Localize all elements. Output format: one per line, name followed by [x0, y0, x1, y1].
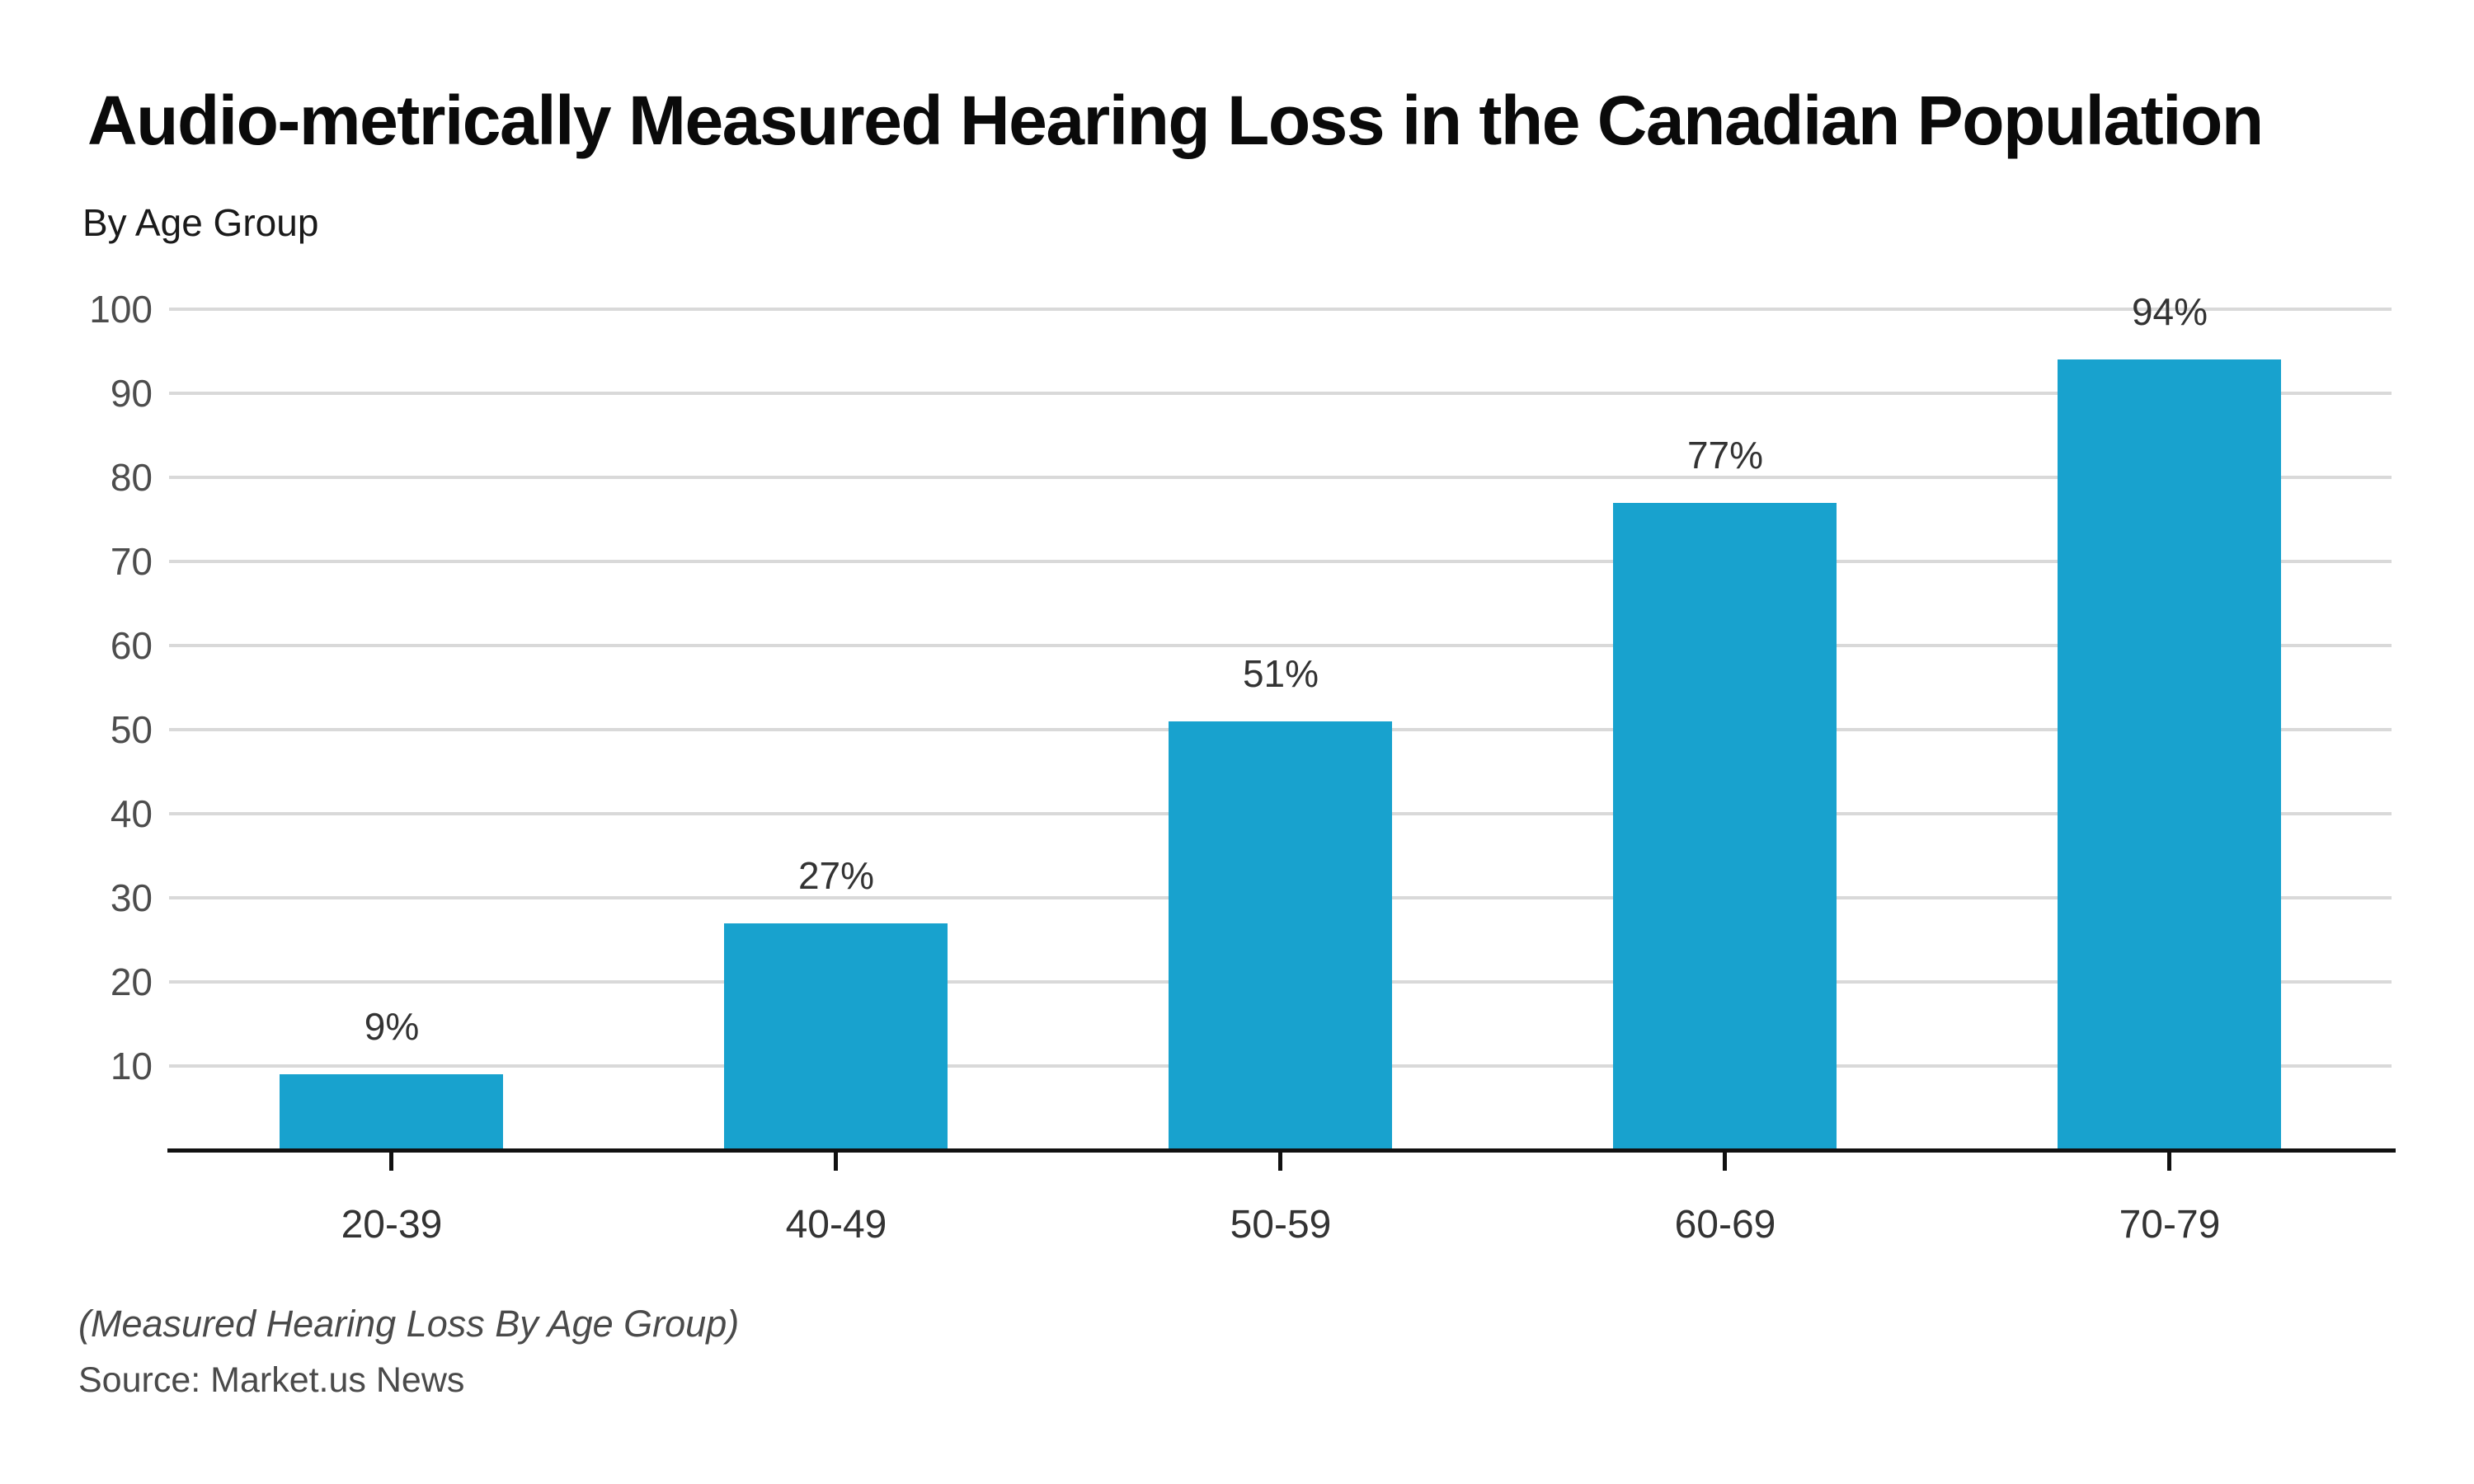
- x-tick-label: 20-39: [341, 1203, 443, 1247]
- bar-value-label: 51%: [1242, 652, 1319, 695]
- y-tick-label: 50: [110, 708, 153, 751]
- x-tick-label: 40-49: [785, 1203, 887, 1247]
- x-axis-tick: [389, 1153, 393, 1171]
- x-axis-tick: [1278, 1153, 1282, 1171]
- gridline: [169, 644, 2392, 647]
- bar-value-label: 9%: [364, 1005, 420, 1048]
- x-axis-tick: [834, 1153, 838, 1171]
- bar: [2058, 359, 2281, 1150]
- y-tick-label: 10: [110, 1045, 153, 1087]
- bar: [1169, 721, 1392, 1150]
- chart-subtitle: By Age Group: [82, 201, 319, 244]
- bar-value-label: 77%: [1686, 434, 1764, 477]
- y-tick-label: 100: [89, 288, 153, 331]
- chart-footnote: (Measured Hearing Loss By Age Group): [78, 1303, 740, 1345]
- bar-value-label: 27%: [797, 854, 875, 897]
- bar: [1613, 503, 1837, 1150]
- bar: [724, 923, 948, 1150]
- x-axis-tick: [1723, 1153, 1727, 1171]
- source-credit: Source: Market.us News: [78, 1360, 465, 1400]
- bar-value-label: 94%: [2131, 290, 2208, 333]
- x-axis-tick: [2167, 1153, 2171, 1171]
- y-tick-label: 60: [110, 624, 153, 667]
- x-tick-label: 70-79: [2119, 1203, 2221, 1247]
- x-axis-line: [167, 1148, 2396, 1153]
- y-tick-label: 80: [110, 456, 153, 499]
- y-tick-label: 30: [110, 876, 153, 919]
- gridline: [169, 476, 2392, 479]
- y-tick-label: 70: [110, 540, 153, 583]
- y-tick-label: 90: [110, 372, 153, 415]
- gridline: [169, 392, 2392, 395]
- x-tick-label: 60-69: [1674, 1203, 1776, 1247]
- x-tick-label: 50-59: [1230, 1203, 1332, 1247]
- gridline: [169, 560, 2392, 563]
- y-tick-label: 20: [110, 960, 153, 1003]
- gridline: [169, 308, 2392, 311]
- bar: [280, 1074, 503, 1150]
- y-tick-label: 40: [110, 792, 153, 835]
- chart-title: Audio-metrically Measured Hearing Loss i…: [87, 82, 2264, 159]
